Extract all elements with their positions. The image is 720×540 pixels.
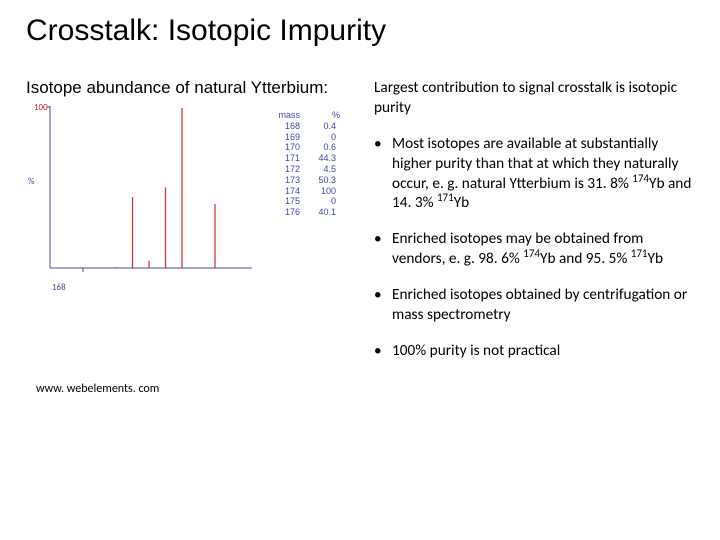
isotope-mass: 176: [278, 207, 300, 218]
isotope-row: 1750: [278, 196, 340, 207]
isotope-pct: 100: [308, 186, 336, 197]
abundance-chart: 100 % 168 mass % 1680.416901700.617144.3…: [26, 104, 286, 304]
bullet-dot: •: [374, 341, 392, 361]
isotope-row: 1690: [278, 132, 340, 143]
isotope-pct: 0: [308, 132, 336, 143]
isotope-pct: 44.3: [308, 153, 336, 164]
bullet-dot: •: [374, 229, 392, 269]
isotope-pct: 0.6: [308, 142, 336, 153]
isotope-row: 168 0.4: [278, 121, 340, 132]
bullet-item: •Most isotopes are available at substant…: [374, 134, 694, 214]
isotope-mass: 174: [278, 186, 300, 197]
bullet-text: Most isotopes are available at substanti…: [392, 134, 694, 214]
source-citation: www. webelements. com: [36, 382, 159, 396]
isotope-mass: 172: [278, 164, 300, 175]
bullet-item: •Enriched isotopes obtained by centrifug…: [374, 285, 694, 325]
isotope-mass: 168: [278, 121, 300, 132]
table-col-pct: %: [312, 110, 340, 121]
isotope-row: 172 4.5: [278, 164, 340, 175]
isotope-pct: 4.5: [308, 164, 336, 175]
bullet-item: •100% purity is not practical: [374, 341, 694, 361]
bullet-dot: •: [374, 285, 392, 325]
isotope-row: 173 50.3: [278, 175, 340, 186]
bullet-list: •Most isotopes are available at substant…: [374, 134, 694, 361]
isotope-mass: 175: [278, 196, 300, 207]
table-col-mass: mass: [278, 110, 300, 121]
isotope-pct: 0: [308, 196, 336, 207]
isotope-row: 176 40.1: [278, 207, 340, 218]
lead-text: Largest contribution to signal crosstalk…: [374, 78, 694, 118]
isotope-table-header: mass %: [278, 110, 340, 121]
isotope-mass: 171: [278, 153, 300, 164]
isotope-mass: 173: [278, 175, 300, 186]
left-column: Isotope abundance of natural Ytterbium: …: [26, 78, 364, 377]
chart-plot-area: [44, 104, 254, 279]
bullet-text: 100% purity is not practical: [392, 341, 694, 361]
isotope-table: mass % 1680.416901700.617144.31724.51735…: [278, 110, 340, 218]
isotope-row: 170 0.6: [278, 142, 340, 153]
isotope-mass: 170: [278, 142, 300, 153]
subheading: Isotope abundance of natural Ytterbium:: [26, 78, 364, 98]
slide-title: Crosstalk: Isotopic Impurity: [26, 14, 694, 48]
bullet-text: Enriched isotopes may be obtained from v…: [392, 229, 694, 269]
bullet-item: •Enriched isotopes may be obtained from …: [374, 229, 694, 269]
isotope-row: 171 44.3: [278, 153, 340, 164]
content-row: Isotope abundance of natural Ytterbium: …: [26, 78, 694, 377]
isotope-pct: 50.3: [308, 175, 336, 186]
isotope-pct: 40.1: [308, 207, 336, 218]
bullet-text: Enriched isotopes obtained by centrifuga…: [392, 285, 694, 325]
isotope-pct: 0.4: [308, 121, 336, 132]
isotope-row: 174 100: [278, 186, 340, 197]
y-axis-label: %: [28, 176, 34, 187]
slide: Crosstalk: Isotopic Impurity Isotope abu…: [0, 0, 720, 540]
x-tick-label: 168: [52, 282, 66, 293]
bullet-dot: •: [374, 134, 392, 214]
right-column: Largest contribution to signal crosstalk…: [370, 78, 694, 377]
isotope-mass: 169: [278, 132, 300, 143]
